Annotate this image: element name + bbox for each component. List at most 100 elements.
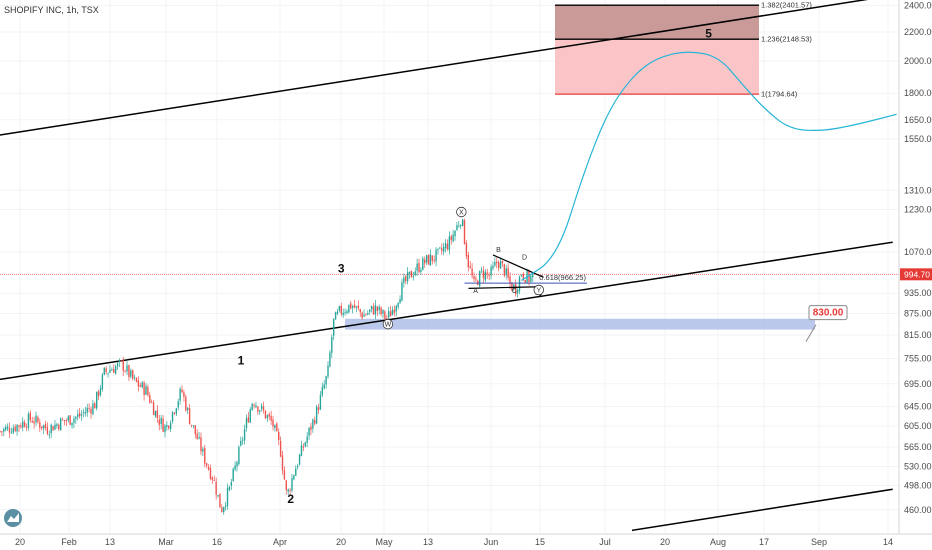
candle-body (274, 424, 276, 429)
candle-body (54, 424, 56, 430)
tradingview-logo-icon (4, 509, 22, 527)
candle-body (52, 426, 54, 431)
candle-body (160, 417, 162, 425)
candle-body (467, 254, 470, 268)
time-tick-label: 20 (660, 537, 670, 547)
time-tick-label: 16 (212, 537, 222, 547)
candle-body (295, 468, 297, 476)
candle-body (149, 395, 151, 403)
candle-body (133, 377, 136, 379)
candle-body (403, 277, 405, 283)
candle-body (198, 437, 200, 439)
time-axis[interactable]: 20 Feb 13 Mar 16 Apr 20 May 13 Jun 15 Jul 20 Aug 17 Sep… (0, 533, 932, 547)
candle-body (496, 261, 498, 264)
candle-body (181, 389, 183, 393)
candle-body (80, 414, 83, 416)
candle-body (205, 463, 208, 466)
candle-body (65, 420, 68, 422)
candle-body (425, 255, 428, 263)
candle-body (241, 439, 244, 441)
candle-body (492, 265, 494, 269)
candle-body (139, 385, 142, 387)
candle-body (278, 431, 280, 441)
candle-body (128, 365, 130, 377)
candle-body (376, 306, 379, 312)
candle-body (200, 437, 202, 452)
candle-body (245, 418, 248, 429)
circled-wave-marker (533, 284, 544, 296)
candle-body (448, 236, 451, 251)
fib-level-label: 1.382(2401.57) (761, 1, 812, 10)
wave-label: 5 (705, 27, 712, 41)
candle-body (272, 419, 274, 427)
candle-body (251, 403, 253, 411)
candle-body (107, 372, 109, 374)
candle-body (156, 410, 159, 419)
candle-body (232, 468, 234, 481)
candle-body (4, 427, 7, 431)
circled-wave-label: X (459, 209, 464, 216)
candle-body (471, 268, 473, 276)
candle-body (296, 465, 299, 468)
target-box-lower (555, 39, 759, 95)
candle-body (518, 276, 521, 292)
candle-body (114, 366, 117, 374)
candle-body (441, 248, 443, 251)
candle-body (238, 446, 240, 464)
candle-body (501, 260, 504, 264)
candle-body (126, 365, 128, 372)
candle-body (255, 405, 257, 408)
candle-body (20, 425, 22, 428)
candle-body (427, 254, 430, 265)
price-tick-label: 935.00 (904, 288, 932, 298)
candle-body (192, 425, 195, 427)
candle-body (321, 387, 324, 395)
candle-body (190, 424, 193, 426)
target-box-upper (555, 5, 759, 40)
candle-body (84, 412, 87, 414)
candle-body (230, 482, 233, 486)
target-callout: 830.00 (805, 305, 848, 342)
candle-body (435, 249, 437, 262)
candle-body (257, 406, 259, 412)
candle-body (418, 262, 420, 273)
candle-body (355, 306, 358, 308)
candle-body (429, 254, 432, 266)
candle-body (374, 305, 377, 315)
sub-wave-label: A (473, 288, 478, 295)
candle-body (94, 403, 96, 409)
candle-body (42, 425, 45, 429)
candle-body (86, 407, 88, 413)
candle-body (103, 367, 105, 375)
candle-body (268, 414, 270, 417)
candle-body (132, 370, 134, 379)
candle-body (340, 305, 342, 314)
candle-body (350, 303, 352, 309)
candle-body (120, 360, 123, 362)
candle-body (35, 415, 37, 423)
candle-body (515, 284, 517, 295)
last-price-box (900, 268, 932, 281)
candle-body (351, 306, 354, 308)
time-tick-label: Sep (811, 537, 827, 547)
price-tick-label: 1230.00 (904, 204, 932, 214)
candle-body (196, 433, 198, 440)
candle-body (150, 402, 153, 403)
candle-body (439, 247, 441, 249)
candle-body (410, 270, 413, 278)
candle-body (334, 312, 337, 320)
candle-body (344, 312, 346, 314)
candle-body (82, 412, 85, 414)
candle-body (454, 230, 456, 237)
grid-lines (0, 0, 899, 534)
candle-body (302, 446, 305, 448)
price-axis[interactable]: 2400.00 2200.00 2000.00 1800.00 1650.00 1550.… (898, 0, 932, 534)
candle-body (276, 423, 278, 432)
price-tick-label: 815.00 (904, 330, 932, 340)
candle-body (224, 505, 227, 507)
channel-line (0, 0, 869, 136)
candle-body (6, 426, 9, 429)
candle-body (152, 402, 155, 416)
candle-body (234, 465, 236, 470)
